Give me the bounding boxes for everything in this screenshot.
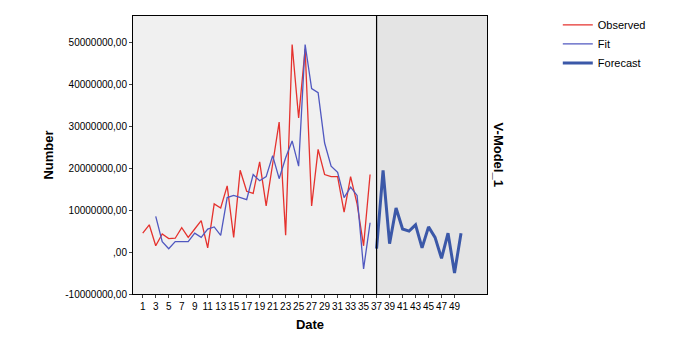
svg-text:,00: ,00 <box>113 247 127 258</box>
svg-text:30000000,00: 30000000,00 <box>69 121 128 132</box>
svg-text:50000000,00: 50000000,00 <box>69 37 128 48</box>
svg-text:25: 25 <box>293 301 305 312</box>
svg-text:33: 33 <box>345 301 357 312</box>
svg-text:Number: Number <box>41 130 56 179</box>
svg-text:49: 49 <box>449 301 461 312</box>
svg-text:43: 43 <box>410 301 422 312</box>
svg-text:Date: Date <box>296 317 324 332</box>
svg-text:31: 31 <box>332 301 344 312</box>
svg-text:15: 15 <box>228 301 240 312</box>
svg-text:11: 11 <box>203 301 214 312</box>
svg-text:35: 35 <box>358 301 370 312</box>
svg-text:5: 5 <box>166 301 172 312</box>
svg-text:37: 37 <box>371 301 383 312</box>
svg-text:13: 13 <box>215 301 227 312</box>
svg-text:V-Model_1: V-Model_1 <box>491 123 506 187</box>
svg-text:20000000,00: 20000000,00 <box>69 163 128 174</box>
svg-text:7: 7 <box>179 301 185 312</box>
svg-text:17: 17 <box>241 301 253 312</box>
svg-text:19: 19 <box>254 301 266 312</box>
svg-text:27: 27 <box>306 301 318 312</box>
svg-text:Fit: Fit <box>598 38 610 50</box>
svg-text:-10000000,00: -10000000,00 <box>65 289 127 300</box>
svg-text:9: 9 <box>192 301 198 312</box>
svg-text:21: 21 <box>267 301 279 312</box>
svg-text:3: 3 <box>153 301 159 312</box>
svg-text:10000000,00: 10000000,00 <box>69 205 128 216</box>
svg-text:1: 1 <box>140 301 146 312</box>
svg-text:23: 23 <box>280 301 292 312</box>
svg-text:39: 39 <box>384 301 396 312</box>
svg-text:29: 29 <box>319 301 331 312</box>
svg-text:Forecast: Forecast <box>598 57 641 69</box>
svg-text:41: 41 <box>397 301 409 312</box>
svg-text:47: 47 <box>436 301 448 312</box>
svg-text:40000000,00: 40000000,00 <box>69 79 128 90</box>
svg-text:45: 45 <box>423 301 435 312</box>
svg-text:Observed: Observed <box>598 19 646 31</box>
